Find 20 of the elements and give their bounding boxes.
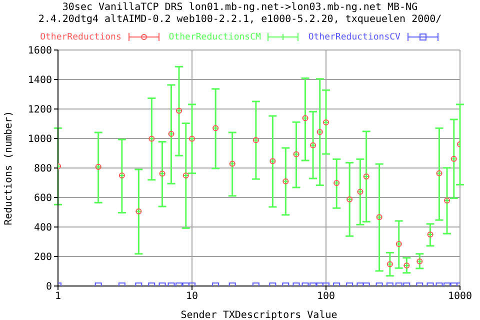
y-tick-label: 400	[34, 222, 52, 234]
legend-label: OtherReductionsCV	[308, 32, 402, 42]
x-axis-title: Sender TXDescriptors Value	[180, 310, 338, 320]
y-tick-label: 1600	[28, 46, 52, 57]
y-tick-label: 0	[46, 282, 52, 293]
y-tick-label: 1400	[28, 75, 52, 86]
y-tick-label: 1000	[28, 134, 52, 146]
y-tick-label: 200	[34, 252, 52, 264]
y-tick-label: 800	[34, 164, 52, 175]
x-tick-label: 1000	[448, 291, 472, 302]
x-tick-label: 100	[316, 291, 336, 302]
legend-label: OtherReductionsCM	[168, 32, 262, 42]
y-axis-title: Reductions (number)	[4, 110, 15, 226]
chart-title: 30sec VanillaTCP DRS lon01.mb-ng.net->lon03.mb-ng.net MB-NG	[61, 2, 419, 14]
y-tick-label: 600	[34, 193, 52, 204]
y-tick-label: 1200	[28, 104, 52, 116]
legend-label: OtherReductions	[40, 32, 122, 42]
x-tick-label: 1	[54, 291, 62, 302]
x-tick-label: 10	[186, 291, 198, 302]
chart-subtitle: 2.4.20dtg4 altAIMD-0.2 web100-2.2.1, e1000-5.2.20, txqueuelen 2000/	[37, 14, 443, 26]
